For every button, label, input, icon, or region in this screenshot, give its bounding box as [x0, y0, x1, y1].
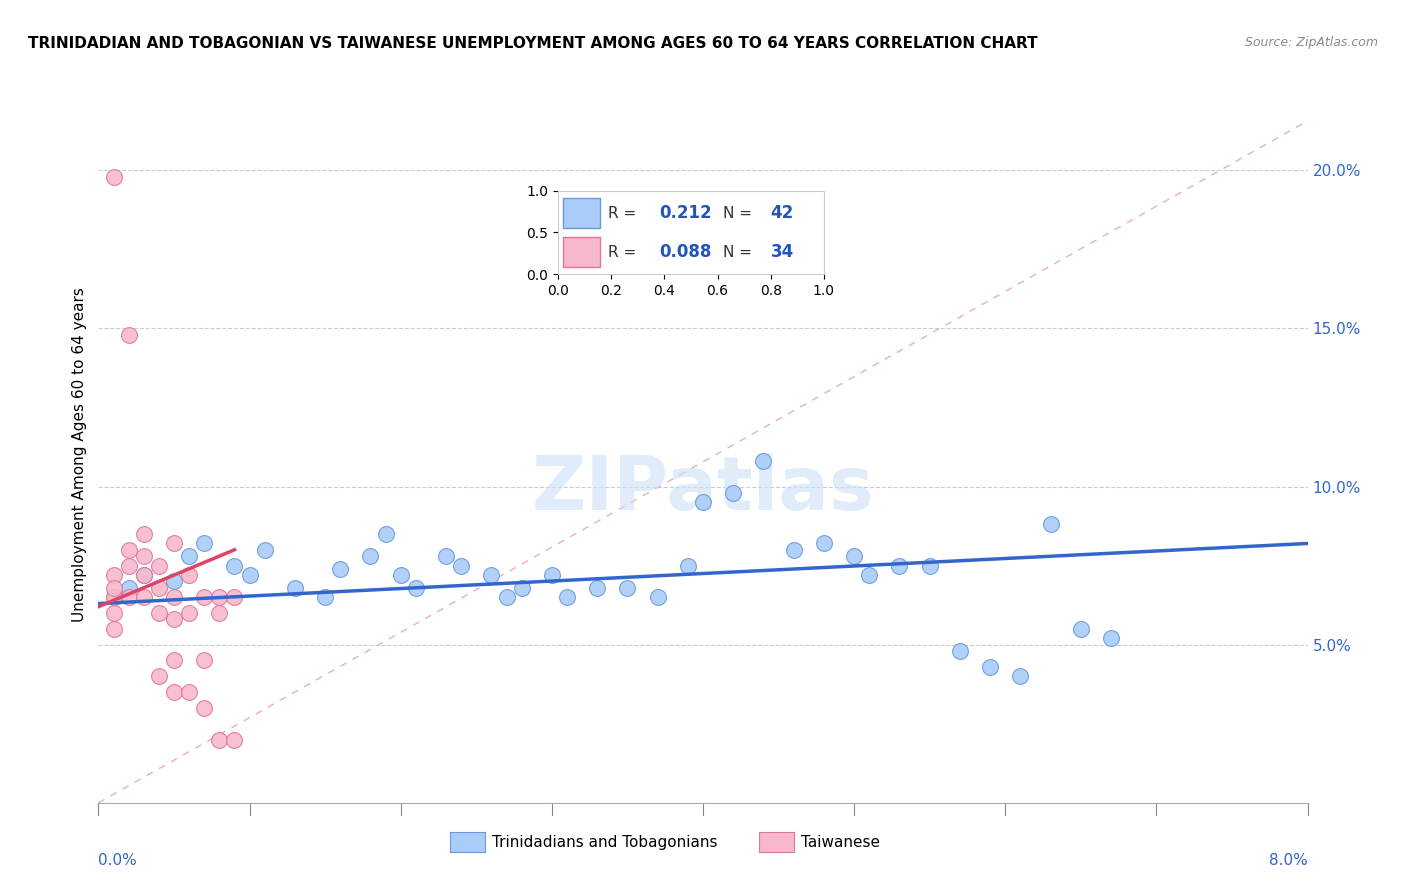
Point — [405, 581, 427, 595]
Point — [208, 732, 231, 747]
Point — [163, 536, 186, 550]
Point — [118, 581, 141, 595]
Point — [163, 612, 186, 626]
Point — [103, 591, 125, 605]
Point — [163, 574, 186, 589]
Text: N =: N = — [723, 205, 756, 220]
Point — [179, 568, 201, 582]
Point — [616, 581, 638, 595]
Point — [1010, 669, 1032, 683]
Point — [647, 591, 669, 605]
Text: R =: R = — [609, 244, 641, 260]
Point — [360, 549, 382, 563]
Point — [510, 581, 533, 595]
Point — [118, 542, 141, 557]
Text: ZIPatlas: ZIPatlas — [531, 453, 875, 526]
Point — [813, 536, 835, 550]
Point — [193, 653, 215, 667]
Point — [434, 549, 457, 563]
Point — [752, 454, 775, 468]
Point — [239, 568, 262, 582]
Point — [224, 558, 246, 573]
Point — [329, 562, 352, 576]
Point — [889, 558, 911, 573]
Point — [1070, 622, 1092, 636]
Point — [132, 591, 155, 605]
Point — [284, 581, 307, 595]
Point — [193, 536, 215, 550]
Text: 34: 34 — [770, 244, 794, 261]
Text: 42: 42 — [770, 204, 794, 222]
Point — [389, 568, 412, 582]
Point — [858, 568, 880, 582]
Text: Trinidadians and Tobagonians: Trinidadians and Tobagonians — [492, 835, 717, 849]
Text: 8.0%: 8.0% — [1268, 854, 1308, 869]
Text: R =: R = — [609, 205, 641, 220]
Point — [118, 558, 141, 573]
Point — [163, 653, 186, 667]
Text: 0.088: 0.088 — [659, 244, 711, 261]
Point — [208, 606, 231, 620]
Text: 0.0%: 0.0% — [98, 854, 138, 869]
Point — [179, 685, 201, 699]
Point — [224, 732, 246, 747]
Point — [118, 591, 141, 605]
Point — [314, 591, 336, 605]
Point — [253, 542, 276, 557]
Point — [844, 549, 866, 563]
Point — [103, 606, 125, 620]
Point — [495, 591, 517, 605]
Text: 0.212: 0.212 — [659, 204, 711, 222]
Point — [208, 591, 231, 605]
Y-axis label: Unemployment Among Ages 60 to 64 years: Unemployment Among Ages 60 to 64 years — [72, 287, 87, 623]
Point — [103, 568, 125, 582]
Point — [132, 527, 155, 541]
FancyBboxPatch shape — [564, 198, 600, 228]
Point — [132, 568, 155, 582]
Point — [783, 542, 806, 557]
Point — [103, 581, 125, 595]
Point — [481, 568, 503, 582]
Point — [692, 495, 714, 509]
Point — [450, 558, 472, 573]
Text: Taiwanese: Taiwanese — [801, 835, 880, 849]
Point — [148, 669, 170, 683]
Point — [374, 527, 396, 541]
Point — [103, 169, 125, 184]
Point — [723, 486, 745, 500]
Point — [224, 591, 246, 605]
Point — [118, 327, 141, 342]
Point — [979, 660, 1001, 674]
Point — [163, 591, 186, 605]
Point — [555, 591, 578, 605]
Point — [132, 549, 155, 563]
Point — [540, 568, 562, 582]
Point — [148, 581, 170, 595]
Point — [148, 606, 170, 620]
Point — [103, 591, 125, 605]
Point — [676, 558, 699, 573]
Point — [103, 622, 125, 636]
Point — [586, 581, 609, 595]
Point — [918, 558, 941, 573]
Point — [949, 644, 972, 658]
Point — [163, 685, 186, 699]
Point — [179, 606, 201, 620]
Text: N =: N = — [723, 244, 756, 260]
Point — [148, 558, 170, 573]
Point — [132, 568, 155, 582]
Text: TRINIDADIAN AND TOBAGONIAN VS TAIWANESE UNEMPLOYMENT AMONG AGES 60 TO 64 YEARS C: TRINIDADIAN AND TOBAGONIAN VS TAIWANESE … — [28, 36, 1038, 51]
Point — [1039, 517, 1062, 532]
Point — [193, 701, 215, 715]
Point — [179, 549, 201, 563]
FancyBboxPatch shape — [564, 237, 600, 268]
Point — [1099, 632, 1122, 646]
Text: Source: ZipAtlas.com: Source: ZipAtlas.com — [1244, 36, 1378, 49]
Point — [193, 591, 215, 605]
